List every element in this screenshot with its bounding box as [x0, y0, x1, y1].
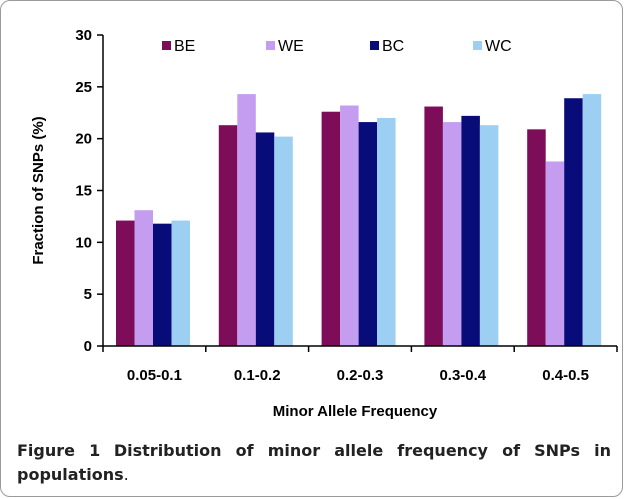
bar-we-0 [134, 210, 153, 346]
bar-be-1 [218, 125, 238, 346]
y-tick-label: 10 [75, 234, 92, 251]
x-tick-label: 0.3-0.4 [439, 367, 486, 384]
y-tick-label: 20 [75, 131, 92, 148]
legend-label-bc: BC [382, 38, 404, 55]
bar-be-0 [116, 220, 135, 346]
y-tick-label: 0 [84, 338, 92, 355]
y-tick-label: 15 [75, 183, 92, 200]
bar-we-3 [442, 122, 462, 346]
figure-title: Distribution of minor allele frequency o… [17, 441, 611, 484]
x-tick-label: 0.4-0.5 [542, 367, 589, 384]
y-tick-label: 5 [84, 286, 92, 303]
bar-be-2 [321, 111, 341, 346]
legend-swatch-bc [370, 41, 379, 50]
bar-bc-2 [358, 122, 378, 346]
bars-group [116, 94, 602, 346]
bar-be-4 [527, 129, 546, 346]
bar-bc-1 [255, 132, 275, 346]
x-tick-label: 0.2-0.3 [337, 367, 384, 384]
bar-we-1 [237, 94, 256, 346]
figure-caption: Figure 1 Distribution of minor allele fr… [17, 439, 611, 487]
bar-wc-0 [171, 220, 190, 346]
bar-bc-0 [153, 223, 172, 346]
bar-wc-2 [377, 117, 396, 346]
caption-end: . [123, 465, 129, 484]
axes-group: 0 5 10 15 20 25 30 0.05-0.1 0.1-0.2 0.2-0.3 0.3-0.… [75, 27, 618, 384]
legend-swatch-be [162, 41, 171, 50]
legend-swatch-wc [473, 41, 482, 50]
bar-we-2 [340, 105, 359, 346]
legend-swatch-we [266, 41, 275, 50]
x-axis-title: Minor Allele Frequency [273, 403, 438, 420]
legend-label-wc: WC [485, 38, 512, 55]
legend-label-be: BE [174, 38, 195, 55]
bar-be-3 [424, 106, 443, 346]
legend: BE WE BC WC [162, 38, 512, 55]
x-tick-label: 0.05-0.1 [127, 367, 182, 384]
bar-bc-4 [564, 98, 583, 346]
x-tick-label: 0.1-0.2 [234, 367, 281, 384]
y-tick-label: 25 [75, 79, 92, 96]
bar-wc-1 [274, 136, 293, 346]
bar-wc-4 [582, 94, 602, 346]
legend-label-we: WE [278, 38, 304, 55]
figure-label: Figure 1 [17, 441, 101, 460]
bar-bc-3 [461, 115, 480, 346]
bar-wc-3 [479, 125, 499, 346]
bar-chart: 0 5 10 15 20 25 30 0.05-0.1 0.1-0.2 0.2-0.3 0.3-0.… [30, 27, 618, 420]
bar-we-4 [545, 161, 565, 346]
y-tick-label: 30 [75, 27, 92, 44]
y-axis-title: Fraction of SNPs (%) [30, 116, 47, 264]
